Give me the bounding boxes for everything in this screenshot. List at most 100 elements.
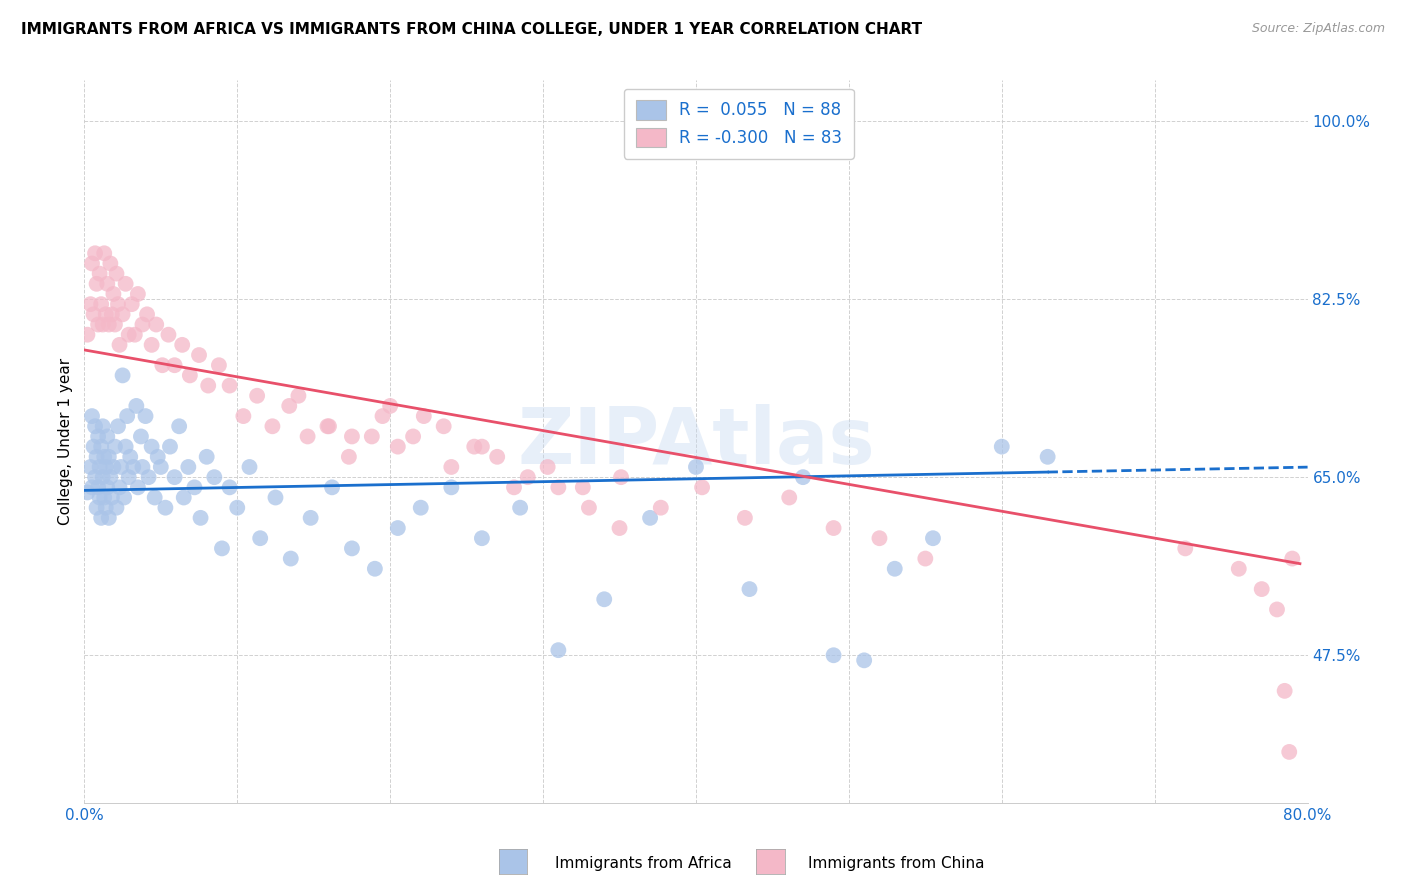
Point — [155, 500, 177, 515]
Point — [609, 521, 631, 535]
Point — [690, 480, 713, 494]
Point — [84, 470, 107, 484]
Point — [792, 470, 814, 484]
Point — [83, 307, 105, 321]
Point — [118, 327, 141, 342]
Point — [89, 460, 111, 475]
Point — [93, 491, 115, 505]
Point — [107, 419, 129, 434]
Point — [173, 491, 195, 505]
Point — [412, 409, 434, 423]
Text: Immigrants from China: Immigrants from China — [808, 856, 986, 871]
Point — [316, 419, 339, 434]
Point — [89, 491, 111, 505]
Point — [98, 470, 121, 484]
Point — [593, 592, 616, 607]
Point — [87, 480, 110, 494]
Point — [111, 368, 134, 383]
Point — [503, 480, 526, 494]
Point — [360, 429, 382, 443]
Point — [125, 399, 148, 413]
Point — [107, 297, 129, 311]
Point — [318, 419, 340, 434]
Point — [321, 480, 343, 494]
Point — [409, 500, 432, 515]
Point — [122, 460, 145, 475]
Point — [463, 440, 485, 454]
Point — [138, 470, 160, 484]
Point — [1265, 602, 1288, 616]
Point — [516, 470, 538, 484]
Point — [105, 267, 128, 281]
Point — [869, 531, 891, 545]
Point — [149, 460, 172, 475]
Point — [371, 409, 394, 423]
Point — [1250, 582, 1272, 596]
Point — [1274, 684, 1296, 698]
Point — [103, 287, 125, 301]
Point — [387, 521, 409, 535]
Point — [440, 460, 463, 475]
Point — [547, 480, 569, 494]
Point — [90, 511, 112, 525]
Point — [778, 491, 800, 505]
Point — [146, 450, 169, 464]
Point — [1227, 562, 1250, 576]
Point — [135, 409, 157, 423]
Point — [86, 277, 108, 291]
Point — [145, 318, 167, 332]
Point — [108, 338, 131, 352]
Point — [108, 480, 131, 494]
Point — [80, 256, 103, 270]
Point — [1036, 450, 1059, 464]
Point — [79, 460, 101, 475]
Point — [638, 511, 661, 525]
Point — [98, 256, 121, 270]
Point — [195, 450, 218, 464]
Point — [101, 307, 124, 321]
Text: Source: ZipAtlas.com: Source: ZipAtlas.com — [1251, 22, 1385, 36]
Point — [114, 440, 136, 454]
Point — [91, 470, 114, 484]
Point — [208, 358, 231, 372]
Text: ZIPAtlas: ZIPAtlas — [517, 403, 875, 480]
Point — [167, 419, 190, 434]
Point — [112, 491, 135, 505]
Point — [96, 277, 118, 291]
Point — [264, 491, 287, 505]
Point — [914, 551, 936, 566]
Point — [387, 440, 409, 454]
Point — [433, 419, 456, 434]
Point — [84, 246, 107, 260]
Point — [280, 551, 302, 566]
Point — [202, 470, 225, 484]
Point — [104, 318, 127, 332]
Point — [1278, 745, 1301, 759]
Text: Immigrants from Africa: Immigrants from Africa — [555, 856, 733, 871]
Point — [249, 531, 271, 545]
Point — [297, 429, 319, 443]
Point — [104, 440, 127, 454]
Point — [136, 307, 159, 321]
Point — [124, 327, 146, 342]
Point — [1174, 541, 1197, 556]
Point — [111, 307, 134, 321]
Point — [76, 327, 98, 342]
Point — [103, 460, 125, 475]
Point — [738, 582, 761, 596]
Point — [97, 511, 120, 525]
Point — [232, 409, 254, 423]
Point — [218, 378, 240, 392]
Point — [127, 287, 149, 301]
Point — [129, 429, 152, 443]
Point — [572, 480, 595, 494]
Point — [226, 500, 249, 515]
Point — [471, 531, 494, 545]
Point — [190, 511, 212, 525]
Point — [110, 460, 132, 475]
Point — [823, 521, 845, 535]
Point — [471, 440, 494, 454]
Point — [93, 246, 115, 260]
Point — [90, 440, 112, 454]
Point — [991, 440, 1014, 454]
